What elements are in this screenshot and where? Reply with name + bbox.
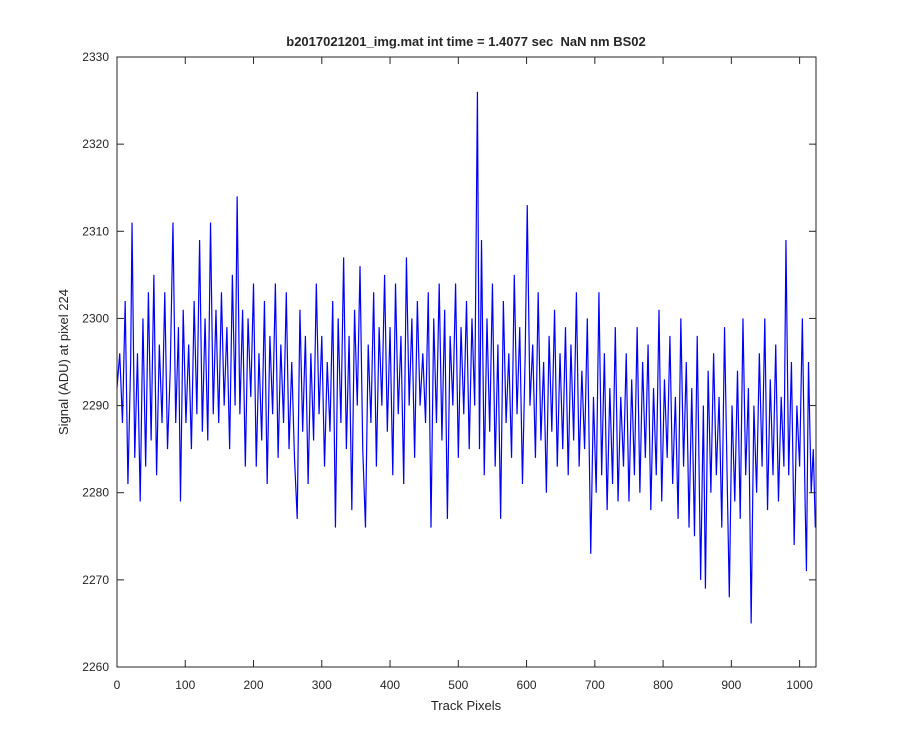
y-axis-label: Signal (ADU) at pixel 224 <box>56 289 71 435</box>
x-tick-label: 100 <box>175 678 195 692</box>
x-tick-label: 500 <box>448 678 468 692</box>
y-tick-label: 2280 <box>82 486 109 500</box>
data-line <box>116 91 816 624</box>
axes-box <box>116 56 817 668</box>
x-tick-label: 300 <box>312 678 332 692</box>
x-tick-label: 0 <box>114 678 121 692</box>
y-tick-label: 2320 <box>82 137 109 151</box>
y-tick-label: 2330 <box>82 50 109 64</box>
x-tick-label: 1000 <box>786 678 813 692</box>
x-tick-label: 800 <box>653 678 673 692</box>
y-tick-label: 2260 <box>82 660 109 674</box>
y-tick-label: 2300 <box>82 311 109 325</box>
y-tick-label: 2290 <box>82 399 109 413</box>
x-tick-label: 900 <box>721 678 741 692</box>
chart-title: b2017021201_img.mat int time = 1.4077 se… <box>286 34 646 49</box>
y-tick-label: 2270 <box>82 573 109 587</box>
x-axis-label: Track Pixels <box>431 698 502 713</box>
x-tick-label: 200 <box>244 678 264 692</box>
x-tick-label: 400 <box>380 678 400 692</box>
y-tick-label: 2310 <box>82 224 109 238</box>
x-tick-label: 600 <box>517 678 537 692</box>
x-tick-label: 700 <box>585 678 605 692</box>
